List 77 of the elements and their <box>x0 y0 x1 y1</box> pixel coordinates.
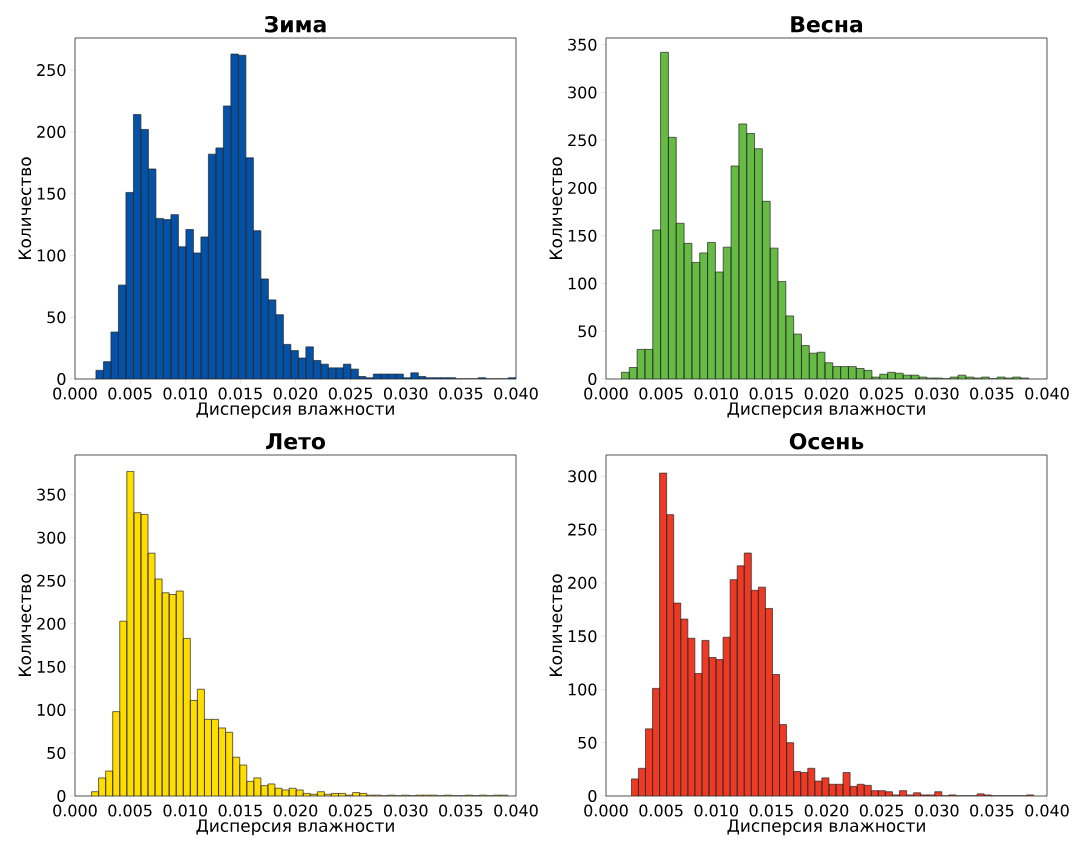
y-tick-label: 250 <box>568 134 597 147</box>
chart-title: Осень <box>789 432 864 450</box>
x-tick-label: 0.005 <box>639 804 683 817</box>
x-tick-label: 0.040 <box>494 804 538 817</box>
y-tick-label: 50 <box>47 746 66 759</box>
x-tick-label: 0.020 <box>273 387 318 400</box>
y-tick-label: 300 <box>568 86 597 99</box>
x-tick-label: 0.040 <box>1025 804 1069 817</box>
x-tick-label: 0.015 <box>218 804 262 817</box>
y-tick-label: 100 <box>568 277 597 290</box>
x-tick-label: 0.035 <box>439 387 483 400</box>
x-tick-label: 0.015 <box>218 387 262 400</box>
y-tick-label: 50 <box>47 311 66 324</box>
y-tick-label: 150 <box>37 660 66 673</box>
y-tick-label: 0 <box>57 789 66 803</box>
x-tick-label: 0.015 <box>749 387 793 400</box>
y-tick-label: 250 <box>37 574 66 587</box>
x-tick-label: 0.025 <box>328 804 373 817</box>
x-tick-label: 0.020 <box>273 804 318 817</box>
x-tick-label: 0.030 <box>383 387 428 400</box>
y-tick-label: 150 <box>568 229 597 242</box>
y-tick-label: 150 <box>568 630 597 643</box>
x-tick-label: 0.025 <box>859 387 904 400</box>
y-axis-title: Количество <box>18 574 32 676</box>
y-tick-label: 300 <box>568 470 597 483</box>
y-axis-title: Количество <box>549 157 563 259</box>
x-axis-title: Дисперсия влажности <box>727 819 925 836</box>
y-axis-title: Количество <box>549 574 563 676</box>
y-tick-label: 200 <box>568 181 597 194</box>
x-axis-title: Дисперсия влажности <box>727 402 925 419</box>
y-tick-label: 250 <box>568 523 597 536</box>
x-axis-title: Дисперсия влажности <box>196 819 394 836</box>
x-tick-label: 0.010 <box>163 804 207 817</box>
x-tick-label: 0.010 <box>694 387 738 400</box>
x-tick-label: 0.020 <box>804 804 849 817</box>
x-tick-label: 0.035 <box>970 804 1014 817</box>
y-tick-label: 300 <box>37 531 66 544</box>
y-tick-label: 0 <box>57 372 66 386</box>
y-tick-label: 350 <box>568 38 597 51</box>
y-tick-label: 150 <box>37 187 66 200</box>
x-tick-label: 0.030 <box>383 804 428 817</box>
x-tick-label: 0.010 <box>694 804 738 817</box>
x-tick-label: 0.000 <box>584 804 628 817</box>
y-tick-label: 0 <box>588 789 597 803</box>
x-tick-label: 0.010 <box>163 387 207 400</box>
x-tick-label: 0.025 <box>328 387 373 400</box>
x-tick-label: 0.005 <box>108 804 152 817</box>
y-tick-label: 100 <box>37 249 66 262</box>
y-tick-label: 200 <box>568 576 597 589</box>
chart-title: Зима <box>265 15 326 33</box>
x-axis-title: Дисперсия влажности <box>196 402 394 419</box>
x-tick-label: 0.040 <box>494 387 538 400</box>
y-tick-label: 200 <box>37 125 66 138</box>
y-tick-label: 350 <box>37 488 66 501</box>
x-tick-label: 0.035 <box>970 387 1014 400</box>
x-tick-label: 0.030 <box>914 804 959 817</box>
y-tick-label: 200 <box>37 617 66 630</box>
x-tick-label: 0.040 <box>1025 387 1069 400</box>
y-tick-label: 50 <box>578 736 597 749</box>
x-tick-label: 0.000 <box>53 387 97 400</box>
chart-title: Лето <box>266 433 325 450</box>
chart-title: Весна <box>791 16 863 33</box>
x-tick-label: 0.015 <box>749 804 793 817</box>
x-tick-label: 0.025 <box>859 804 904 817</box>
x-tick-label: 0.000 <box>53 804 97 817</box>
x-tick-label: 0.000 <box>584 387 628 400</box>
x-tick-label: 0.020 <box>804 387 849 400</box>
x-tick-label: 0.005 <box>639 387 683 400</box>
y-tick-label: 0 <box>588 372 597 386</box>
y-tick-label: 100 <box>568 683 597 696</box>
x-tick-label: 0.005 <box>108 387 152 400</box>
y-tick-label: 250 <box>37 64 66 77</box>
y-axis-title: Количество <box>18 157 32 259</box>
y-tick-label: 100 <box>37 703 66 716</box>
x-tick-label: 0.030 <box>914 387 959 400</box>
x-tick-label: 0.035 <box>439 804 483 817</box>
y-tick-label: 50 <box>578 325 597 338</box>
